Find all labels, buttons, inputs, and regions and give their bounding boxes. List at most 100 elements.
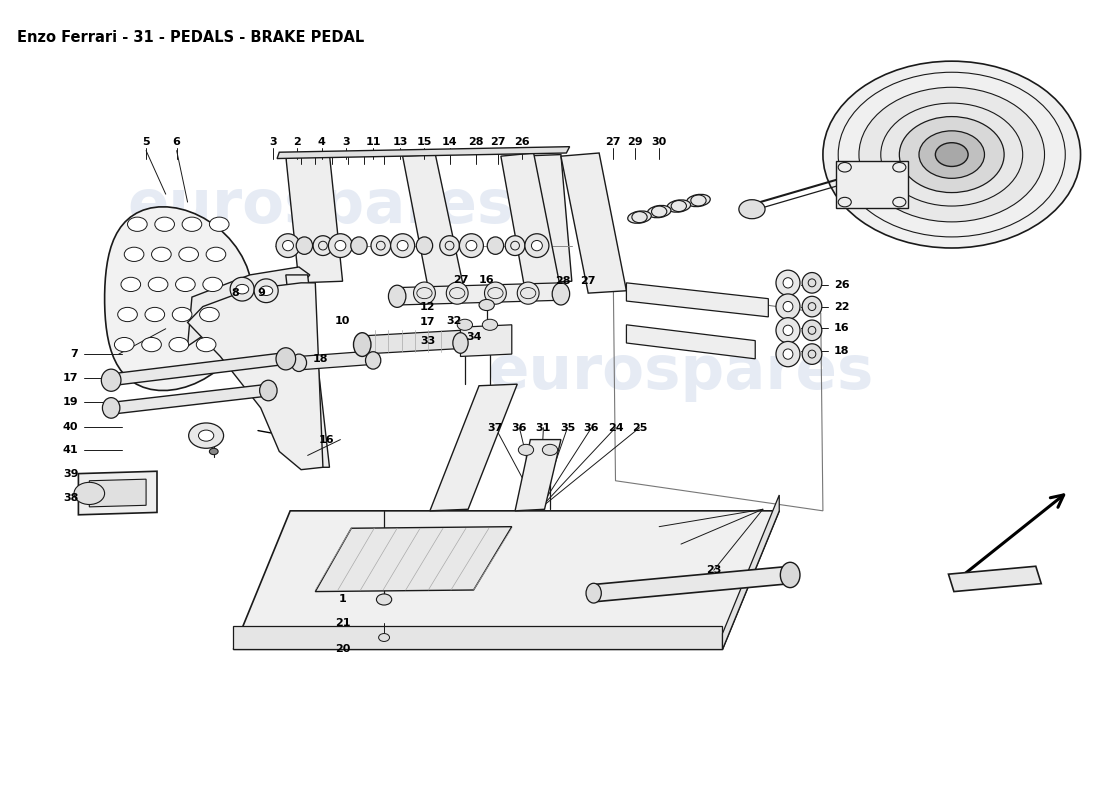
Ellipse shape (388, 286, 406, 307)
Circle shape (482, 319, 497, 330)
Text: 9: 9 (257, 288, 266, 298)
Polygon shape (362, 330, 461, 354)
Polygon shape (286, 275, 330, 467)
Ellipse shape (484, 282, 506, 304)
Circle shape (209, 448, 218, 454)
Ellipse shape (802, 273, 822, 293)
Text: 25: 25 (631, 422, 647, 433)
Text: 27: 27 (490, 137, 505, 146)
Polygon shape (515, 439, 561, 511)
Circle shape (173, 307, 191, 322)
Text: 2: 2 (293, 137, 300, 146)
Text: eurospares: eurospares (487, 342, 874, 402)
Text: 36: 36 (512, 422, 527, 433)
Ellipse shape (466, 241, 477, 250)
Ellipse shape (525, 234, 549, 258)
Circle shape (518, 444, 534, 455)
Text: 22: 22 (834, 302, 849, 311)
Ellipse shape (283, 241, 294, 250)
Text: 3: 3 (268, 137, 276, 146)
Text: 18: 18 (834, 346, 849, 356)
Text: Enzo Ferrari - 31 - PEDALS - BRAKE PEDAL: Enzo Ferrari - 31 - PEDALS - BRAKE PEDAL (18, 30, 364, 45)
Ellipse shape (686, 194, 711, 206)
Polygon shape (78, 471, 157, 514)
Text: 7: 7 (70, 349, 78, 359)
Ellipse shape (648, 206, 671, 218)
Circle shape (935, 142, 968, 166)
Polygon shape (188, 283, 323, 470)
Ellipse shape (314, 236, 333, 255)
Circle shape (124, 247, 144, 262)
Text: 37: 37 (487, 422, 503, 433)
Ellipse shape (329, 234, 352, 258)
Text: 4: 4 (318, 137, 326, 146)
Text: 17: 17 (420, 318, 436, 327)
Ellipse shape (776, 294, 800, 319)
Polygon shape (299, 351, 373, 370)
Text: 24: 24 (607, 422, 624, 433)
Circle shape (542, 444, 558, 455)
Text: 28: 28 (468, 137, 484, 146)
Text: 38: 38 (63, 493, 78, 503)
Ellipse shape (802, 296, 822, 317)
Ellipse shape (292, 354, 307, 371)
Polygon shape (233, 626, 723, 650)
Circle shape (859, 87, 1045, 222)
Circle shape (478, 299, 494, 310)
Ellipse shape (783, 349, 793, 359)
Text: 6: 6 (173, 137, 180, 146)
Ellipse shape (351, 237, 367, 254)
Text: 28: 28 (556, 276, 571, 286)
Ellipse shape (440, 236, 460, 255)
Ellipse shape (780, 562, 800, 588)
Text: 8: 8 (232, 288, 240, 298)
Ellipse shape (552, 283, 570, 305)
Ellipse shape (447, 282, 469, 304)
Ellipse shape (776, 270, 800, 295)
Text: 27: 27 (453, 274, 469, 285)
Text: 15: 15 (417, 137, 432, 146)
Polygon shape (461, 325, 512, 357)
Text: 17: 17 (63, 373, 78, 383)
Circle shape (199, 307, 219, 322)
Ellipse shape (101, 369, 121, 391)
Polygon shape (723, 495, 779, 650)
Circle shape (918, 131, 984, 178)
Circle shape (739, 200, 766, 218)
Ellipse shape (802, 344, 822, 364)
Ellipse shape (586, 583, 602, 603)
Circle shape (176, 278, 195, 291)
Polygon shape (626, 283, 768, 317)
Ellipse shape (531, 241, 542, 250)
Ellipse shape (416, 237, 432, 254)
Ellipse shape (776, 342, 800, 366)
Text: 23: 23 (706, 566, 722, 575)
Ellipse shape (397, 241, 408, 250)
Ellipse shape (334, 241, 345, 250)
Text: 35: 35 (560, 422, 575, 433)
Polygon shape (836, 161, 909, 209)
Text: 27: 27 (606, 137, 621, 146)
Text: 36: 36 (584, 422, 600, 433)
Circle shape (152, 247, 172, 262)
Circle shape (209, 217, 229, 231)
Ellipse shape (276, 348, 296, 370)
Text: 16: 16 (318, 434, 334, 445)
Polygon shape (233, 511, 779, 650)
Ellipse shape (414, 282, 436, 304)
Polygon shape (430, 384, 517, 511)
Circle shape (189, 423, 223, 448)
Text: 16: 16 (834, 323, 849, 333)
Circle shape (121, 278, 141, 291)
Ellipse shape (783, 302, 793, 312)
Ellipse shape (371, 236, 390, 255)
Ellipse shape (776, 318, 800, 343)
Polygon shape (286, 154, 342, 283)
Ellipse shape (517, 282, 539, 304)
Text: 34: 34 (465, 332, 482, 342)
Text: 20: 20 (334, 644, 350, 654)
Text: 30: 30 (651, 137, 667, 146)
Ellipse shape (102, 398, 120, 418)
Ellipse shape (254, 279, 278, 302)
Text: 39: 39 (63, 469, 78, 478)
